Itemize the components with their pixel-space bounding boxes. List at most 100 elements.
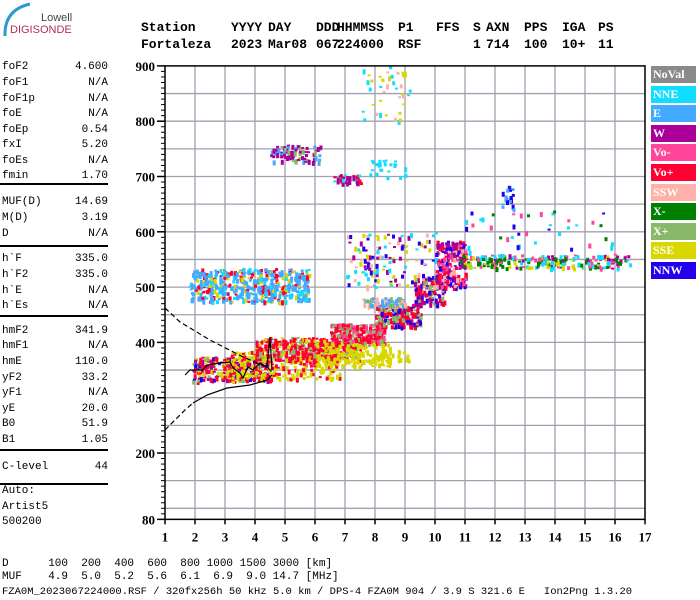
- echo-point: [419, 317, 423, 321]
- echo-point: [362, 69, 366, 75]
- echo-point: [404, 308, 408, 314]
- echo-point: [341, 358, 345, 361]
- echo-point: [246, 289, 250, 292]
- echo-point: [303, 151, 307, 153]
- echo-point: [228, 283, 232, 288]
- echo-point: [311, 160, 315, 166]
- echo-point: [381, 78, 385, 82]
- echo-point: [329, 347, 333, 353]
- echo-point: [379, 318, 383, 323]
- echo-point: [558, 232, 562, 236]
- echo-point: [259, 271, 263, 277]
- echo-point: [268, 358, 272, 361]
- header-value: 067: [316, 37, 340, 52]
- echo-point: [189, 288, 193, 291]
- echo-point: [339, 332, 343, 335]
- echo-point: [240, 359, 244, 363]
- echo-point: [311, 343, 315, 349]
- echo-point: [250, 299, 254, 305]
- param-name: foEp: [2, 124, 29, 136]
- echo-point: [491, 263, 494, 267]
- echo-point: [259, 352, 263, 358]
- echo-point: [272, 353, 276, 358]
- echo-point: [351, 333, 355, 338]
- echo-point: [276, 375, 279, 380]
- echo-point: [282, 342, 286, 345]
- echo-point: [247, 285, 251, 290]
- echo-point: [394, 315, 398, 319]
- echo-point: [491, 213, 495, 217]
- echo-point: [594, 264, 598, 270]
- echo-point: [307, 288, 311, 294]
- param-row: h`F2 335.0: [2, 269, 108, 282]
- echo-point: [401, 71, 405, 77]
- echo-point: [258, 343, 262, 347]
- echo-point: [518, 260, 521, 263]
- echo-point: [440, 263, 444, 266]
- echo-point: [356, 177, 360, 181]
- echo-point: [201, 268, 205, 273]
- echo-point: [349, 340, 352, 343]
- echo-point: [464, 284, 468, 287]
- echo-point: [381, 358, 385, 361]
- echo-point: [370, 344, 374, 347]
- echo-point: [272, 338, 276, 341]
- echo-point: [222, 364, 226, 368]
- echo-point: [435, 284, 439, 289]
- echo-point: [390, 317, 394, 321]
- echo-point: [423, 263, 426, 266]
- echo-point: [249, 291, 253, 294]
- echo-point: [364, 268, 368, 271]
- echo-point: [309, 349, 313, 355]
- echo-point: [261, 294, 265, 298]
- echo-point: [503, 256, 507, 262]
- echo-point: [498, 254, 501, 258]
- echo-point: [383, 332, 387, 335]
- echo-point: [331, 376, 335, 381]
- echo-point: [255, 344, 259, 349]
- echo-point: [338, 372, 342, 377]
- echo-point: [417, 273, 421, 279]
- echo-point: [577, 262, 581, 268]
- echo-point: [347, 274, 351, 278]
- echo-point: [512, 224, 516, 230]
- x-tick-label: 11: [459, 529, 471, 544]
- echo-point: [234, 288, 238, 293]
- echo-point: [242, 284, 246, 287]
- echo-point: [381, 302, 385, 307]
- echo-point: [287, 144, 290, 148]
- echo-point: [252, 380, 256, 383]
- echo-point: [508, 254, 512, 260]
- echo-point: [304, 274, 308, 278]
- echo-point: [585, 259, 588, 265]
- echo-point: [233, 290, 237, 294]
- echo-point: [194, 365, 197, 371]
- echo-point: [360, 345, 364, 350]
- echo-point: [521, 254, 525, 258]
- echo-point: [297, 353, 300, 357]
- echo-point: [342, 351, 346, 357]
- echo-point: [462, 241, 466, 246]
- echo-point: [397, 359, 401, 364]
- param-row: hmF2 341.9: [2, 325, 108, 338]
- echo-point: [429, 277, 433, 282]
- echo-point: [198, 275, 202, 279]
- echo-point: [439, 261, 443, 264]
- echo-point: [444, 285, 448, 291]
- echo-point: [374, 323, 378, 327]
- echo-point: [434, 302, 438, 305]
- echo-point: [412, 303, 416, 307]
- echo-point: [435, 240, 439, 244]
- param-value: N/A: [88, 300, 108, 312]
- echo-point: [336, 323, 340, 329]
- param-value: N/A: [88, 387, 108, 399]
- echo-point: [315, 361, 319, 365]
- echo-point: [219, 275, 223, 277]
- echo-point: [335, 338, 339, 341]
- echo-point: [301, 147, 305, 150]
- echo-point: [280, 342, 284, 346]
- echo-point: [355, 176, 359, 179]
- echo-point: [373, 270, 376, 273]
- echo-point: [194, 359, 198, 362]
- echo-point: [280, 362, 284, 368]
